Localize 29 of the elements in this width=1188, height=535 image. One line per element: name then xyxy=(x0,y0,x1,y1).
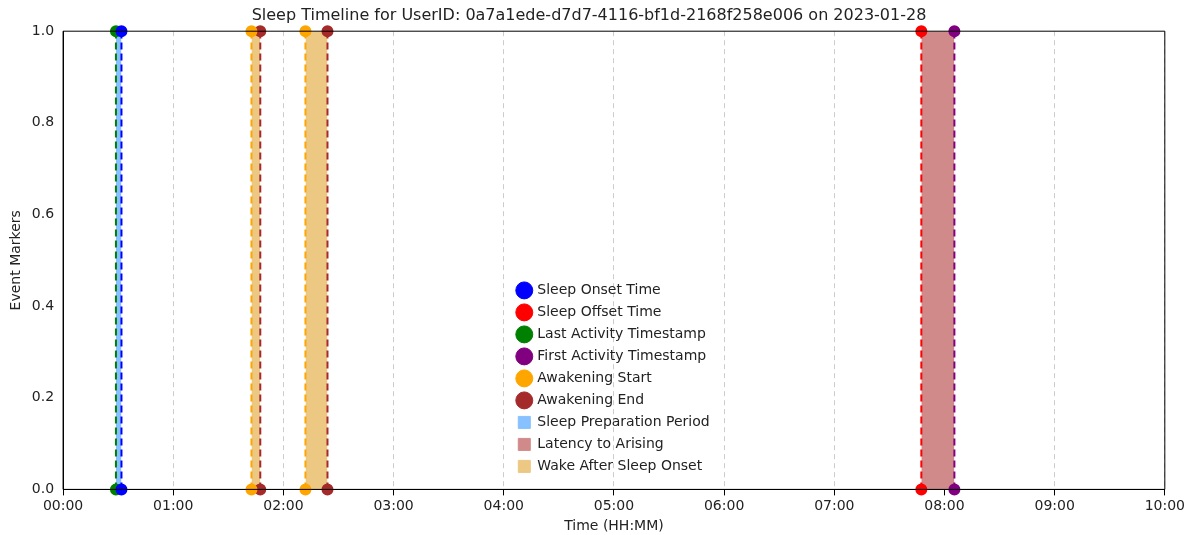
x-tick-label: 02:00 xyxy=(263,497,304,514)
x-tick-label: 05:00 xyxy=(593,497,635,514)
x-tick-label: 07:00 xyxy=(814,497,855,514)
legend-label: Sleep Preparation Period xyxy=(537,413,710,430)
y-tick-label: 1.0 xyxy=(31,21,55,38)
y-tick-label: 0.8 xyxy=(31,113,55,130)
x-tick-label: 08:00 xyxy=(924,497,965,514)
x-tick-label: 09:00 xyxy=(1034,497,1075,514)
chart-title: Sleep Timeline for UserID: 0a7a1ede-d7d7-4116-bf1d-2168f258e006 on 2023-01-28 xyxy=(251,4,927,24)
x-tick-label: 00:00 xyxy=(42,497,84,514)
x-tick-label: 01:00 xyxy=(153,497,194,514)
x-axis-title: Time (HH:MM) xyxy=(563,517,664,534)
x-tick-label: 04:00 xyxy=(483,497,524,514)
x-tick-label: 10:00 xyxy=(1144,497,1186,514)
legend-label: First Activity Timestamp xyxy=(537,347,707,364)
x-tick-label: 03:00 xyxy=(373,497,414,514)
legend-label: Latency to Arising xyxy=(537,435,664,452)
y-tick-label: 0.2 xyxy=(31,388,55,405)
legend-label: Sleep Offset Time xyxy=(537,303,662,320)
y-tick-label: 0.4 xyxy=(31,296,55,313)
y-tick-label: 0.0 xyxy=(31,480,55,497)
y-tick-label: 0.6 xyxy=(31,205,55,222)
legend-label: Last Activity Timestamp xyxy=(537,325,706,342)
legend-label: Awakening End xyxy=(537,391,645,408)
legend-label: Wake After Sleep Onset xyxy=(537,457,703,474)
y-axis-title: Event Markers xyxy=(7,210,24,311)
legend-label: Sleep Onset Time xyxy=(537,281,661,298)
legend-label: Awakening Start xyxy=(537,369,653,386)
x-tick-label: 06:00 xyxy=(703,497,745,514)
